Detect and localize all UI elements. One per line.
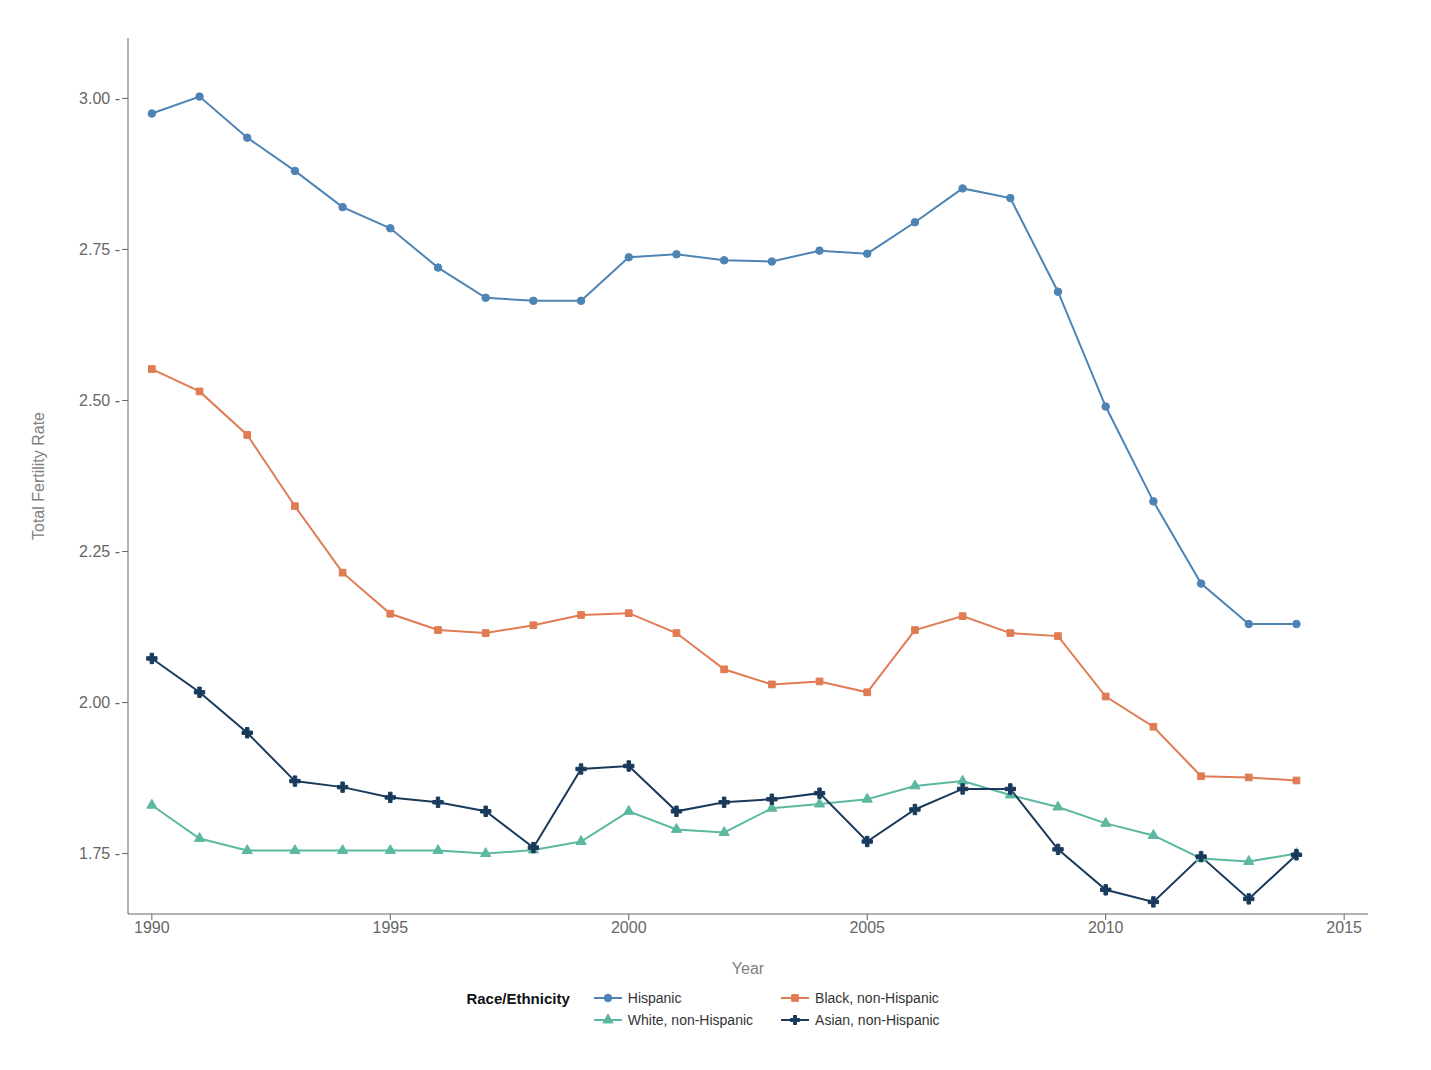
html-text:Asian, non-Hispanic: Asian, non-Hispanic xyxy=(815,1012,940,1028)
svg-text:1.75 -: 1.75 - xyxy=(79,845,120,862)
svg-text:2000: 2000 xyxy=(611,919,647,936)
html-text:Hispanic: Hispanic xyxy=(627,990,682,1006)
svg-text:1990: 1990 xyxy=(134,919,170,936)
svg-text:2015: 2015 xyxy=(1326,919,1362,936)
svg-text:2005: 2005 xyxy=(849,919,885,936)
svg-text:Total Fertility Rate: Total Fertility Rate xyxy=(30,412,47,540)
html-text:White, non-Hispanic: White, non-Hispanic xyxy=(627,1012,754,1028)
svg-text:2.25 -: 2.25 - xyxy=(79,543,120,560)
svg-text:2.00 -: 2.00 - xyxy=(79,694,120,711)
svg-text:2.50 -: 2.50 - xyxy=(79,392,120,409)
html-text:Black, non-Hispanic: Black, non-Hispanic xyxy=(815,990,939,1006)
html-text:Race/Ethnicity: Race/Ethnicity xyxy=(466,990,570,1007)
svg-text:1995: 1995 xyxy=(373,919,409,936)
svg-text:3.00 -: 3.00 - xyxy=(79,90,120,107)
svg-text:Year: Year xyxy=(732,960,765,977)
svg-text:2010: 2010 xyxy=(1088,919,1124,936)
svg-text:2.75 -: 2.75 - xyxy=(79,241,120,258)
